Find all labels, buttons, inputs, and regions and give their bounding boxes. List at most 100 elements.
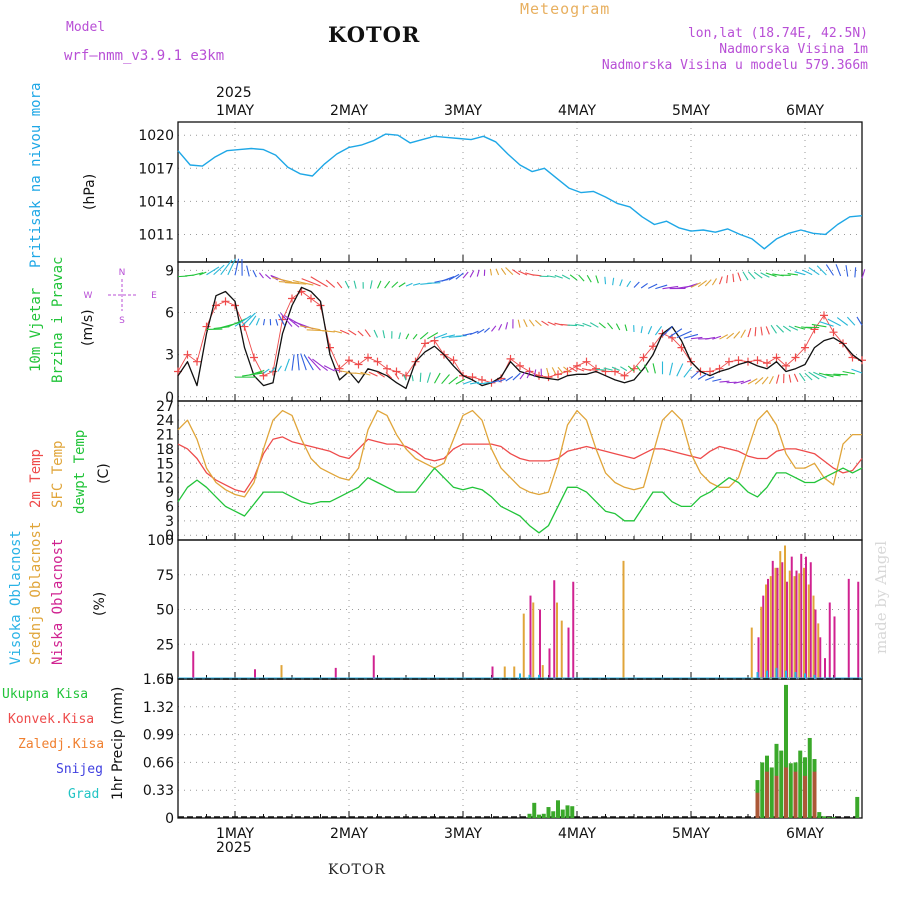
- compass-label: N: [119, 268, 126, 278]
- wind-arrow: [712, 378, 722, 382]
- wind-arrow: [412, 333, 418, 340]
- wind-arrow: [836, 317, 849, 326]
- wind-arrow: [353, 280, 357, 289]
- wind-arrow: [662, 325, 674, 337]
- wind-arrow: [704, 279, 712, 287]
- temperature-ytick-label: 24: [156, 413, 174, 429]
- wind-arrow: [732, 273, 735, 283]
- wind-arrow: [227, 258, 236, 276]
- wind-arrow: [512, 372, 521, 381]
- wind-arrow: [373, 329, 379, 338]
- wind-arrow: [385, 372, 393, 379]
- wind-arrow: [412, 282, 421, 286]
- wind-arrow: [598, 322, 606, 329]
- wind-arrow: [523, 319, 528, 328]
- wind-arrow: [462, 332, 473, 336]
- day-label-bottom: 2MAY: [330, 826, 368, 842]
- wind-arrow: [199, 377, 204, 382]
- temperature-frame: [177, 400, 863, 541]
- day-label-top: 6MAY: [786, 103, 824, 119]
- wind-arrow: [495, 268, 500, 276]
- wind-arrow: [489, 268, 493, 276]
- temperature-ytick-label: 15: [156, 456, 174, 472]
- wind-arrow: [241, 312, 256, 327]
- wind-arrow: [303, 354, 314, 371]
- wind-arrow: [742, 271, 749, 281]
- year-top: 2025: [216, 85, 252, 101]
- wind-arrow: [252, 270, 257, 278]
- precip-ytick-label: 0.33: [143, 783, 174, 799]
- wind-arrow: [192, 328, 203, 332]
- wind-arrow: [339, 329, 350, 335]
- wind-arrow: [690, 371, 700, 379]
- wind-arrow: [782, 325, 792, 332]
- wind-arrow: [255, 317, 260, 326]
- wind-arrow: [470, 381, 480, 385]
- wind-arrow: [604, 276, 607, 285]
- wind-arrow: [394, 373, 400, 380]
- wind-arrow: [683, 366, 693, 378]
- wind-arrow: [339, 370, 350, 373]
- wind-arrow: [426, 372, 431, 383]
- wind-arrow: [787, 273, 798, 276]
- precip-bar-total: [855, 796, 860, 818]
- wind-arrow: [705, 376, 715, 381]
- wind-arrow: [382, 330, 386, 339]
- wind-arrow: [827, 318, 841, 327]
- wind-arrow: [754, 377, 764, 385]
- precip-bar-total: [556, 800, 560, 818]
- compass-label: E: [151, 291, 157, 301]
- wind-arrow: [484, 327, 490, 333]
- wind-arrow: [655, 284, 668, 290]
- wind-arrow: [419, 372, 422, 382]
- wind-arrow: [246, 265, 250, 277]
- day-label-bottom: 6MAY: [786, 826, 824, 842]
- wind-arrow: [683, 333, 699, 339]
- wind-arrow: [547, 321, 556, 326]
- wind-arrow: [760, 272, 770, 278]
- wind-arrow: [310, 276, 328, 288]
- wind-arrow: [325, 279, 336, 288]
- precip-bar-total: [570, 806, 575, 818]
- wind-arrow: [505, 267, 514, 276]
- wind-arrow: [207, 373, 219, 382]
- wind-arrow: [648, 283, 658, 289]
- wind-arrow: [360, 371, 371, 376]
- precip-bar-total: [817, 812, 822, 818]
- wind-arrow: [505, 322, 509, 330]
- precip-bar-total: [807, 737, 812, 818]
- temperature-ytick-label: 0: [165, 528, 174, 544]
- wind-arrow: [364, 329, 371, 338]
- pressure-ytick-label: 1011: [138, 227, 174, 243]
- wind-arrow: [491, 379, 500, 384]
- precip-bar-convective: [803, 775, 807, 818]
- wind-arrow: [697, 280, 707, 288]
- precip-bar-convective: [755, 792, 760, 818]
- wind-arrow: [595, 275, 599, 284]
- wind-arrow: [469, 270, 475, 278]
- wind-arrow: [178, 328, 185, 333]
- wind-arrow: [455, 334, 467, 337]
- wind-arrow: [574, 323, 585, 327]
- wind-arrow: [819, 321, 834, 327]
- precip-bar-total: [822, 816, 826, 818]
- temperature-ytick-label: 21: [156, 428, 174, 444]
- wind-arrow: [856, 316, 863, 326]
- wind-arrow: [861, 269, 866, 279]
- wind-arrow: [462, 380, 472, 385]
- year-bottom: 2025: [216, 840, 252, 856]
- wind-arrow: [747, 378, 758, 385]
- temperature-ytick-label: 6: [165, 499, 174, 515]
- wind-arrow: [676, 363, 684, 377]
- wind-arrow: [794, 325, 806, 330]
- wind-arrow: [498, 378, 507, 383]
- cloud-ytick-label: 100: [147, 533, 174, 549]
- wind-arrow: [368, 371, 378, 377]
- model-label: Model: [66, 20, 106, 35]
- precip-bar-total: [541, 813, 546, 818]
- wind-arrow: [434, 333, 448, 339]
- wind-arrow: [270, 367, 276, 373]
- compass-label: W: [84, 291, 93, 301]
- precip-bar-total: [788, 763, 793, 818]
- wind-arrow: [768, 375, 774, 385]
